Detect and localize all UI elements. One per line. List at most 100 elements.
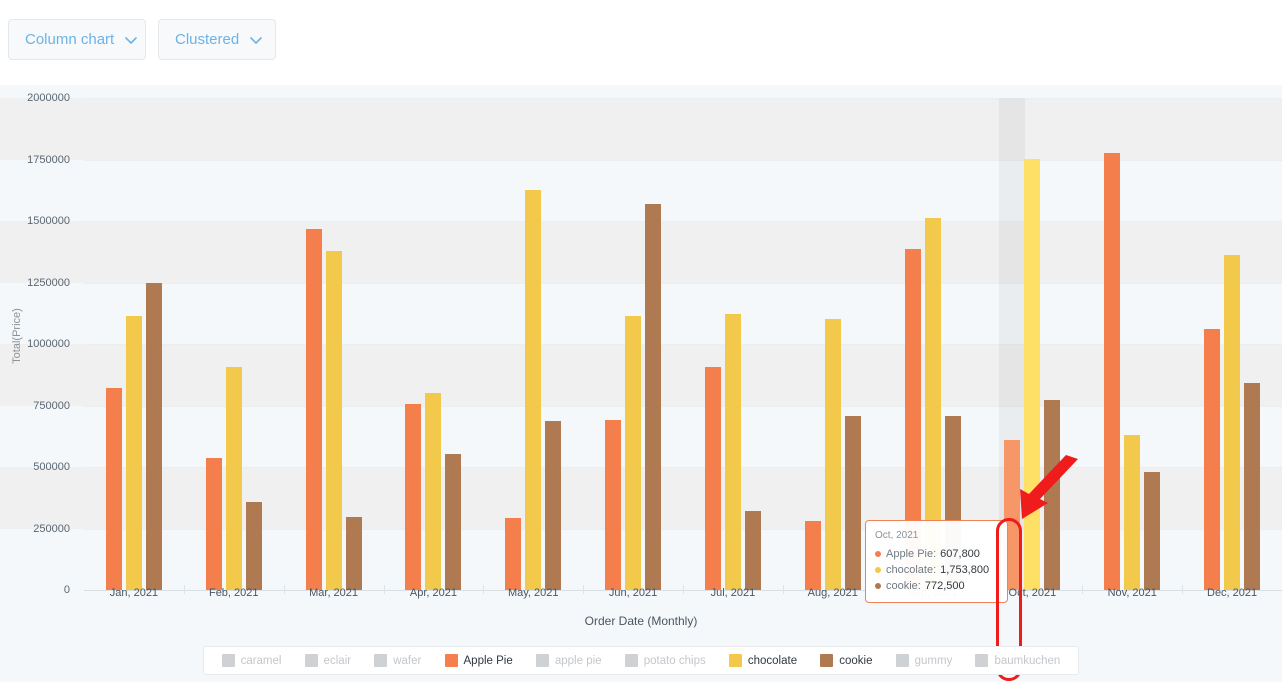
tooltip-series-name: Apple Pie: [886,548,937,560]
background-band [0,221,1282,283]
chart-bar[interactable] [924,218,941,590]
legend-item[interactable]: apple pie [535,654,602,667]
legend-swatch-icon [444,654,458,667]
legend-item[interactable]: gummy [895,654,953,667]
x-axis-separator [383,585,385,594]
chart-bar[interactable] [904,248,921,590]
x-axis-tick-label: Apr, 2021 [409,587,457,599]
legend-item-label: gummy [914,654,953,667]
chart-layout-dropdown[interactable]: Clustered [158,19,276,60]
chart-type-dropdown[interactable]: Column chart [8,19,146,60]
chart-bar[interactable] [425,393,442,590]
x-axis-separator [583,585,585,594]
chart-bar[interactable] [1044,399,1061,590]
legend-item[interactable]: baumkuchen [975,654,1060,667]
chart-bar[interactable] [844,416,861,590]
gridline [84,159,1282,161]
legend-item-label: apple pie [554,654,602,667]
legend-item-label: eclair [323,654,352,667]
chart-bar[interactable] [804,520,821,590]
chart-bar[interactable] [305,228,322,590]
chart-bar[interactable] [1024,158,1041,590]
chart-bar[interactable] [1004,440,1021,590]
x-axis-separator [183,585,185,594]
tooltip-row: Apple Pie: 607,800 [875,546,998,562]
chart-tooltip: Oct, 2021 Apple Pie: 607,800 chocolate: 1,7… [865,520,1008,603]
chart-bar[interactable] [105,388,122,590]
chart-bar[interactable] [205,457,222,590]
x-axis-separator [683,585,684,594]
gridline [84,221,1282,222]
gridline [84,98,1282,99]
tooltip-series-value: 607,800 [940,548,980,560]
tooltip-title: Oct, 2021 [875,530,919,541]
x-axis-tick-label: Feb, 2021 [208,587,259,599]
y-axis-tick-label: 1750000 [27,153,70,166]
x-axis-tick-label: Jun, 2021 [608,587,658,599]
chart-bar[interactable] [505,518,522,590]
chart-bar[interactable] [724,314,741,590]
chart-bar[interactable] [405,404,422,590]
chart-bar[interactable] [704,367,721,590]
x-axis-tick-label: May, 2021 [507,587,559,599]
legend-item[interactable]: wafer [374,654,421,667]
legend-swatch-icon [624,654,638,667]
chart-bar[interactable] [245,501,262,590]
chevron-down-icon [249,33,263,47]
chart-bar[interactable] [1244,383,1261,590]
chart-bar[interactable] [525,189,542,590]
legend-item-label: potato chips [643,654,706,667]
chart-bar[interactable] [1104,153,1121,590]
legend-item[interactable]: chocolate [728,654,798,667]
gridline [84,467,1282,468]
chart-type-dropdown-label: Column chart [25,31,115,48]
chevron-down-icon [124,33,138,47]
chart-bar[interactable] [125,316,142,590]
chart-bar[interactable] [625,316,642,590]
legend-item[interactable]: eclair [304,654,352,667]
chart-plot-area: 0 250000 500000 750000 1000000 1250000 1500000… [0,85,1282,682]
legend-item[interactable]: potato chips [624,654,706,667]
tooltip-row: cookie: 772,500 [875,578,998,594]
x-axis-tick-label: Jan, 2021 [109,587,159,599]
legend-item-label: chocolate [747,654,798,667]
y-axis-title: Total(Price) [11,308,23,364]
chart-bar[interactable] [145,282,162,590]
legend-swatch-icon [728,654,742,667]
tooltip-series-name: chocolate: [886,564,937,576]
chart-bar[interactable] [225,367,242,590]
chart-bar[interactable] [744,510,761,590]
legend-item[interactable]: caramel [221,654,281,667]
y-axis-tick-label: 0 [63,584,70,596]
gridline [84,282,1282,284]
legend-swatch-icon [304,654,318,667]
chart-bar[interactable] [345,516,362,590]
x-axis-separator [483,585,485,594]
y-axis-tick-label: 750000 [33,399,70,412]
chart-legend: caramel eclair wafer Apple Pie apple pie pota… [203,646,1079,675]
chart-bar[interactable] [605,420,622,590]
chart-bar[interactable] [545,420,562,590]
x-axis-tick-label: Mar, 2021 [309,587,359,599]
chart-bar[interactable] [325,250,342,590]
chart-bar[interactable] [1124,434,1141,590]
x-axis-title: Order Date (Monthly) [584,614,698,628]
legend-item[interactable]: cookie [820,654,872,667]
chart-bar[interactable] [1204,328,1221,590]
chart-bar[interactable] [1144,471,1161,590]
chart-bar[interactable] [445,454,462,590]
gridline [84,344,1282,345]
legend-swatch-icon [221,654,235,667]
chart-bar[interactable] [824,319,841,590]
y-axis-tick-label: 1000000 [27,338,70,350]
series-color-dot-icon [875,583,881,589]
chart-bar[interactable] [1224,254,1241,590]
legend-item[interactable]: Apple Pie [444,654,513,667]
tooltip-rows: Apple Pie: 607,800 chocolate: 1,753,800 cook… [875,546,998,594]
x-axis-separator [283,585,285,594]
chart-bar[interactable] [645,204,662,590]
legend-swatch-icon [975,654,989,667]
legend-item-label: Apple Pie [463,654,513,667]
x-axis-separator [1082,585,1084,594]
y-axis-tick-label: 250000 [33,522,70,535]
